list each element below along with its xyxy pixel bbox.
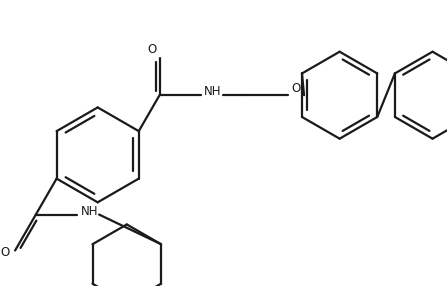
Text: O: O <box>147 43 156 56</box>
Text: NH: NH <box>204 85 222 98</box>
Text: O: O <box>292 82 301 95</box>
Text: NH: NH <box>81 205 98 218</box>
Text: O: O <box>0 246 10 259</box>
